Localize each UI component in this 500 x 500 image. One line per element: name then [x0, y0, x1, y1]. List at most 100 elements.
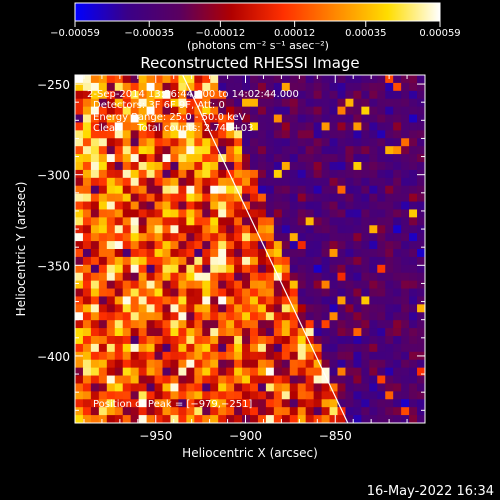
heatmap-cell [329, 225, 338, 234]
heatmap-cell [154, 75, 163, 84]
heatmap-cell [401, 201, 410, 210]
heatmap-cell [321, 264, 330, 274]
heatmap-cell [130, 169, 140, 179]
heatmap-cell [401, 343, 410, 353]
heatmap-cell [162, 130, 171, 139]
heatmap-cell [281, 272, 291, 282]
heatmap-cell [194, 249, 203, 258]
heatmap-cell [377, 407, 386, 416]
colorbar-ticks: −0.00059 −0.00035 −0.00012 0.00012 0.00035 0.… [50, 21, 461, 39]
heatmap-cell [329, 217, 338, 226]
heatmap-cell [98, 169, 108, 179]
heatmap-cell [321, 146, 330, 155]
heatmap-cell [361, 320, 370, 329]
heatmap-cell [385, 241, 394, 250]
heatmap-cell [122, 241, 132, 250]
heatmap-cell [417, 328, 425, 337]
heatmap-cell [82, 217, 92, 226]
peak-position-label: Position of Peak = [−979,−251] [93, 399, 252, 410]
annotation-time-range: 2-Sep-2014 13:56:44.000 to 14:02:44.000 [87, 89, 299, 100]
heatmap-cell [170, 256, 179, 266]
heatmap-cell [417, 367, 425, 376]
heatmap-cell [385, 296, 394, 305]
heatmap-cell [297, 98, 307, 108]
heatmap-cell [297, 304, 307, 313]
heatmap-cell [385, 312, 394, 321]
heatmap-cell [273, 249, 283, 258]
heatmap-cell [273, 351, 283, 361]
heatmap-cell [329, 272, 338, 282]
heatmap-cell [369, 122, 378, 131]
heatmap-cell [90, 75, 100, 84]
heatmap-cell [321, 162, 330, 171]
heatmap-cell [114, 375, 124, 384]
heatmap-cell [409, 367, 418, 376]
heatmap-cell [273, 407, 283, 416]
heatmap-cell [162, 185, 171, 195]
heatmap-cell [186, 359, 195, 369]
heatmap-cell [162, 146, 171, 155]
heatmap-cell [305, 209, 315, 218]
heatmap-cell [273, 288, 283, 297]
heatmap-cell [393, 399, 402, 408]
heatmap-cell [202, 146, 211, 155]
heatmap-cell [393, 351, 402, 361]
heatmap-cell [377, 336, 386, 345]
heatmap-cell [218, 233, 227, 242]
heatmap-cell [242, 169, 251, 179]
heatmap-cell [194, 407, 203, 416]
heatmap-cell [162, 106, 171, 115]
heatmap-cell [178, 407, 187, 416]
heatmap-cell [329, 312, 338, 321]
heatmap-cell [106, 233, 116, 242]
heatmap-cell [353, 217, 362, 226]
heatmap-cell [265, 407, 275, 416]
heatmap-cell [313, 296, 322, 305]
heatmap-cell [82, 249, 92, 258]
heatmap-cell [353, 407, 362, 416]
heatmap-cell [281, 209, 291, 218]
heatmap-cell [202, 98, 211, 108]
heatmap-cell [146, 138, 155, 147]
heatmap-cell [186, 146, 195, 155]
heatmap-cell [353, 249, 362, 258]
heatmap-cell [257, 162, 267, 171]
heatmap-cell [162, 98, 171, 108]
heatmap-cell [281, 336, 291, 345]
heatmap-cell [210, 375, 219, 384]
heatmap-cell [337, 328, 346, 337]
heatmap-cell [226, 288, 235, 297]
heatmap-cell [409, 217, 418, 226]
heatmap-cell [345, 256, 354, 266]
heatmap-cell [146, 272, 155, 282]
colorbar-tick-label: 0.00059 [419, 28, 460, 39]
heatmap-cell [289, 162, 299, 171]
heatmap-cell [313, 82, 322, 92]
heatmap-cell [297, 249, 307, 258]
heatmap-cell [321, 343, 330, 353]
heatmap-cell [178, 256, 187, 266]
heatmap-cell [138, 312, 147, 321]
heatmap-cell [393, 162, 402, 171]
heatmap-cell [393, 343, 402, 353]
heatmap-cell [297, 122, 307, 131]
heatmap-cell [337, 312, 346, 321]
heatmap-cell [98, 241, 108, 250]
heatmap-cell [82, 320, 92, 329]
heatmap-cell [369, 162, 378, 171]
heatmap-cell [162, 233, 171, 242]
heatmap-cell [194, 328, 203, 337]
heatmap-cell [250, 272, 259, 282]
heatmap-cell [329, 343, 338, 353]
heatmap-cell [417, 217, 425, 226]
heatmap-cell [75, 256, 84, 266]
colorbar-tick-label: −0.00035 [124, 28, 174, 39]
heatmap-cell [297, 217, 307, 226]
heatmap-cell [417, 209, 425, 218]
heatmap-cell [194, 272, 203, 282]
heatmap-cell [194, 146, 203, 155]
heatmap-cell [345, 407, 354, 416]
heatmap-cell [202, 336, 211, 345]
heatmap-cell [242, 233, 251, 242]
heatmap-cell [361, 249, 370, 258]
